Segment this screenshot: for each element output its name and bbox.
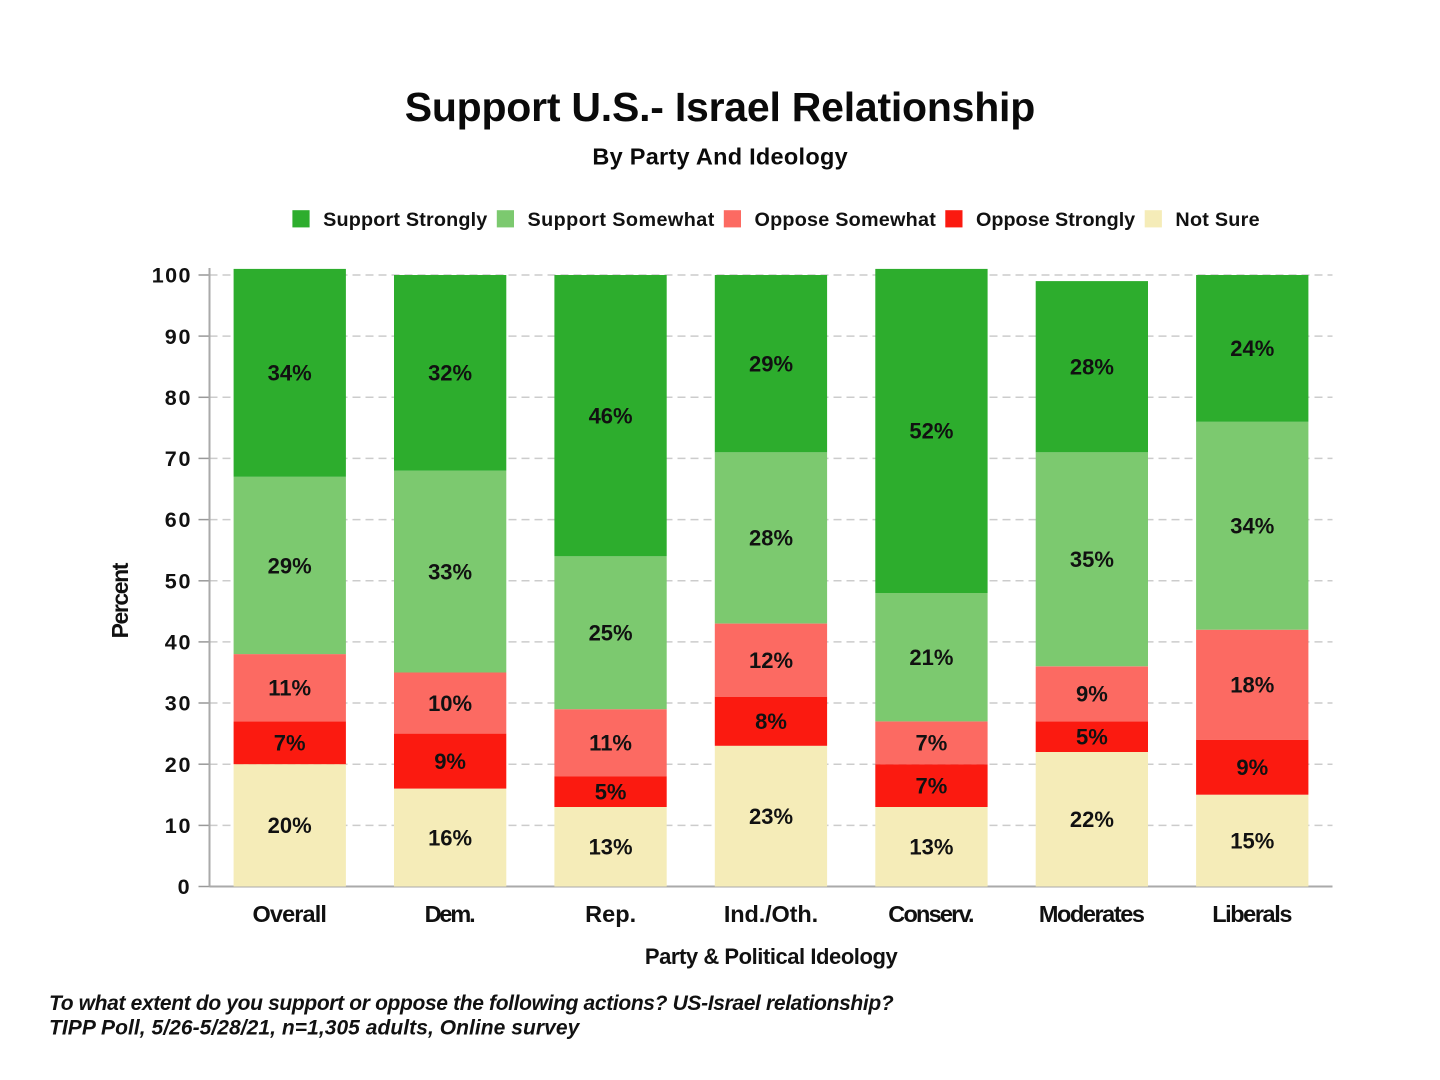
svg-text:35%: 35% (1070, 547, 1114, 572)
svg-text:By Party And Ideology: By Party And Ideology (592, 144, 847, 170)
svg-text:Support Somewhat: Support Somewhat (528, 209, 715, 231)
svg-text:9%: 9% (1236, 755, 1268, 780)
svg-text:16%: 16% (428, 825, 472, 850)
svg-text:7%: 7% (916, 731, 948, 756)
svg-text:22%: 22% (1070, 807, 1114, 832)
svg-text:29%: 29% (749, 352, 793, 377)
svg-text:24%: 24% (1230, 336, 1274, 361)
svg-text:20%: 20% (268, 813, 312, 838)
svg-text:5%: 5% (1076, 725, 1108, 750)
svg-text:30: 30 (165, 692, 191, 716)
svg-text:28%: 28% (749, 526, 793, 551)
svg-text:13%: 13% (589, 835, 633, 860)
svg-text:TIPP Poll, 5/26-5/28/21, n=1,3: TIPP Poll, 5/26-5/28/21, n=1,305 adults,… (49, 1017, 581, 1040)
svg-text:Not Sure: Not Sure (1175, 209, 1259, 231)
svg-text:10%: 10% (428, 691, 472, 716)
svg-text:100: 100 (152, 264, 191, 288)
svg-text:80: 80 (165, 386, 191, 410)
svg-text:Percent: Percent (107, 562, 133, 638)
svg-text:20: 20 (165, 753, 191, 777)
svg-text:Support U.S.- Israel Relations: Support U.S.- Israel Relationship (405, 84, 1036, 130)
svg-text:40: 40 (165, 631, 191, 655)
svg-text:34%: 34% (268, 361, 312, 386)
svg-text:29%: 29% (268, 553, 312, 578)
svg-text:To what extent do you support: To what extent do you support or oppose … (49, 992, 894, 1015)
svg-text:18%: 18% (1230, 673, 1274, 698)
svg-text:15%: 15% (1230, 828, 1274, 853)
svg-text:Oppose Strongly: Oppose Strongly (976, 209, 1135, 231)
svg-text:60: 60 (165, 508, 191, 532)
svg-text:12%: 12% (749, 648, 793, 673)
svg-text:Ind./Oth.: Ind./Oth. (724, 901, 818, 927)
svg-text:11%: 11% (268, 676, 311, 701)
svg-text:52%: 52% (909, 419, 953, 444)
svg-text:7%: 7% (916, 773, 948, 798)
svg-text:34%: 34% (1230, 514, 1274, 539)
svg-text:Party & Political Ideology: Party & Political Ideology (645, 944, 899, 969)
svg-text:28%: 28% (1070, 355, 1114, 380)
svg-text:Conserv.: Conserv. (888, 901, 974, 927)
svg-text:50: 50 (165, 569, 191, 593)
svg-text:46%: 46% (589, 403, 633, 428)
svg-text:Overall: Overall (252, 901, 327, 927)
svg-text:11%: 11% (589, 731, 632, 756)
svg-text:Rep.: Rep. (585, 901, 636, 927)
svg-text:25%: 25% (589, 621, 633, 646)
svg-text:0: 0 (178, 875, 190, 899)
svg-text:Dem.: Dem. (425, 901, 476, 927)
svg-text:Moderates: Moderates (1039, 901, 1145, 927)
svg-text:Support Strongly: Support Strongly (323, 209, 487, 231)
svg-text:Liberals: Liberals (1212, 901, 1292, 927)
svg-text:10: 10 (165, 814, 191, 838)
svg-text:70: 70 (165, 447, 191, 471)
svg-text:90: 90 (165, 325, 191, 349)
svg-text:5%: 5% (595, 780, 627, 805)
svg-text:32%: 32% (428, 361, 472, 386)
svg-text:7%: 7% (274, 731, 306, 756)
svg-text:Oppose Somewhat: Oppose Somewhat (755, 209, 937, 231)
svg-text:23%: 23% (749, 804, 793, 829)
svg-text:8%: 8% (755, 709, 787, 734)
svg-text:21%: 21% (909, 645, 953, 670)
svg-text:13%: 13% (909, 835, 953, 860)
svg-text:9%: 9% (434, 749, 466, 774)
svg-text:33%: 33% (428, 559, 472, 584)
svg-text:9%: 9% (1076, 682, 1108, 707)
